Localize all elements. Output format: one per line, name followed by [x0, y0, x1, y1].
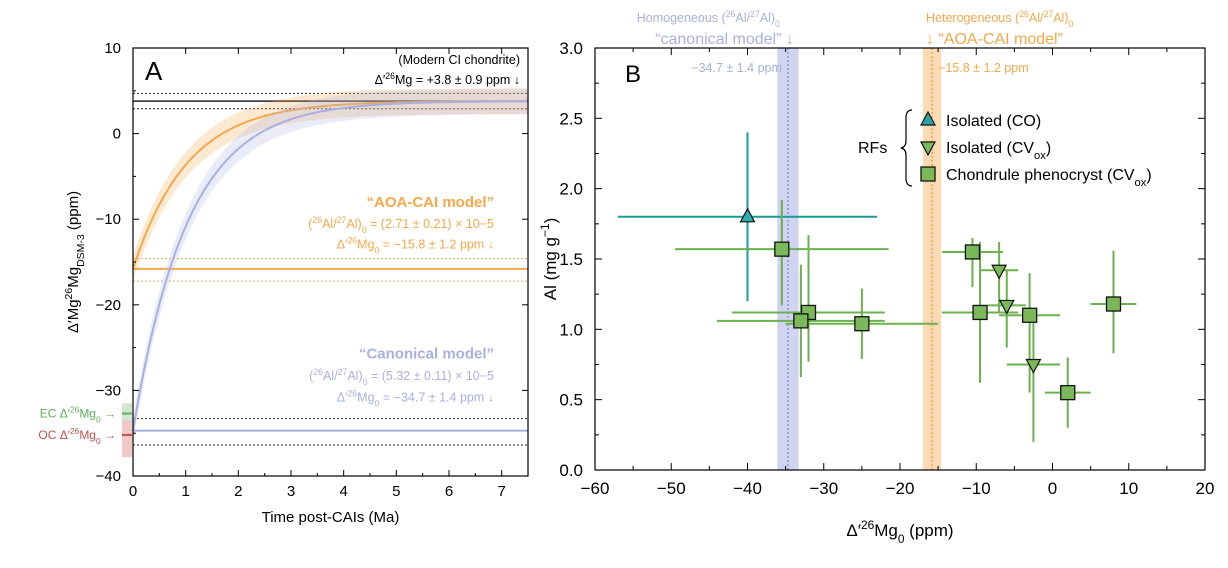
x-tick-label: 20 — [1196, 479, 1215, 498]
y-axis-label: Δ′Mg26MgDSM-3 (ppm) — [63, 191, 87, 333]
aoa-band — [922, 48, 942, 470]
legend-marker — [919, 141, 937, 157]
y-tick-label: 0 — [113, 126, 121, 143]
legend-marker — [920, 166, 936, 182]
cv-phenocryst-marker — [1105, 296, 1122, 312]
x-tick-label: −30 — [809, 479, 838, 498]
can-ratio: (26Al/27Al)0 = (5.32 ± 0.11) × 10−5 — [309, 367, 494, 387]
legend-brace — [900, 109, 913, 187]
modern-title: (Modern CI chondrite) — [398, 53, 520, 67]
panel-a-chart: EC Δ′26Mg0 →OC Δ′26Mg0 → 0 1 2 3 4 5 6 7 −40 −30 −2… — [38, 40, 529, 526]
y-tick-label: 1.5 — [559, 250, 583, 269]
cv-isolated-marker — [998, 299, 1015, 315]
x-axis-label: Time post-CAIs (Ma) — [262, 509, 400, 526]
oc-band — [122, 420, 132, 458]
y-axis-label: Al (mg g−1) — [538, 218, 560, 301]
aoa-name-label: ↓ “AOA-CAI model” — [926, 31, 1063, 48]
can-band — [777, 48, 799, 470]
y-tick-label: −40 — [96, 468, 121, 485]
cv-phenocryst-marker — [774, 241, 790, 257]
cv-phenocryst-marker — [854, 316, 870, 332]
x-tick-label: 10 — [1119, 479, 1138, 498]
x-tick-label: 7 — [497, 483, 505, 500]
x-tick-label: −40 — [733, 479, 762, 498]
y-tick-label: 1.0 — [559, 320, 583, 339]
aoa-ratio: (26Al/27Al)0 = (2.71 ± 0.21) × 10−5 — [308, 215, 494, 235]
aoa-curve-band — [133, 88, 528, 282]
aoa-initial-label: Δ′26Mg0 = −15.8 ± 1.2 ppm ↓ — [337, 235, 494, 255]
y-tick-label: 2.0 — [559, 180, 583, 199]
x-tick-label: −60 — [581, 479, 610, 498]
x-tick-label: −50 — [657, 479, 686, 498]
x-tick-label: 6 — [445, 483, 453, 500]
cv-phenocryst-marker — [793, 313, 809, 329]
x-tick-label: −10 — [962, 479, 991, 498]
can-title: “Canonical model” — [359, 346, 494, 363]
y-tick-label: 0.5 — [559, 391, 583, 410]
ec-label: EC Δ′26Mg0 → — [40, 405, 116, 425]
modern-label: Δ′26Mg = +3.8 ± 0.9 ppm ↓ — [375, 71, 520, 87]
x-tick-label: −20 — [886, 479, 915, 498]
y-tick-label: −20 — [96, 297, 121, 314]
can-initial-label: Δ′26Mg0 = −34.7 ± 1.4 ppm ↓ — [337, 389, 494, 409]
aoa-top-label: Heterogeneous (26Al/27Al)0 — [926, 9, 1073, 29]
y-tick-label: 3.0 — [559, 39, 583, 58]
x-tick-label: 5 — [392, 483, 400, 500]
cv-phenocryst-marker — [1021, 307, 1038, 323]
y-tick-label: −10 — [96, 211, 121, 228]
cv-phenocryst-marker — [972, 304, 988, 321]
can-top-label: Homogeneous (26Al/27Al)0 — [637, 9, 780, 29]
x-tick-label: 3 — [287, 483, 295, 500]
panel-letter: A — [145, 56, 163, 86]
y-tick-label: 10 — [104, 40, 121, 57]
co-marker — [739, 207, 756, 223]
x-tick-label: 4 — [339, 483, 347, 500]
legend-label: Chondrule phenocryst (CVox) — [946, 167, 1152, 189]
oc-label: OC Δ′26Mg0 → — [38, 426, 116, 446]
aoa-value-label: −15.8 ± 1.2 ppm — [938, 61, 1029, 75]
y-tick-label: 0.0 — [559, 461, 583, 480]
panel-letter: B — [625, 61, 641, 88]
y-tick-label: −30 — [96, 382, 121, 399]
legend-group-label: RFs — [858, 140, 887, 157]
x-tick-label: 0 — [129, 483, 137, 500]
cv-isolated-marker — [991, 264, 1008, 280]
can-name-label: “canonical model” ↓ — [655, 31, 794, 48]
x-tick-label: 2 — [234, 483, 242, 500]
legend-marker — [919, 110, 937, 126]
legend-label: Isolated (CVox) — [946, 140, 1051, 162]
x-axis-label: Δ′26Mg0 (ppm) — [846, 518, 953, 546]
cv-isolated-marker — [1025, 358, 1042, 374]
y-tick-label: 2.5 — [559, 109, 583, 128]
cv-phenocryst-marker — [964, 244, 981, 260]
legend-label: Isolated (CO) — [946, 113, 1041, 130]
aoa-title: “AOA-CAI model” — [367, 194, 495, 211]
can-curve — [132, 100, 528, 431]
x-tick-label: 1 — [181, 483, 189, 500]
x-tick-label: 0 — [1048, 479, 1057, 498]
panel-b-chart: Homogeneous (26Al/27Al)0 “canonical model… — [538, 9, 1214, 546]
cv-phenocryst-marker — [1060, 384, 1076, 401]
can-value-label: −34.7 ± 1.4 ppm — [691, 61, 782, 75]
